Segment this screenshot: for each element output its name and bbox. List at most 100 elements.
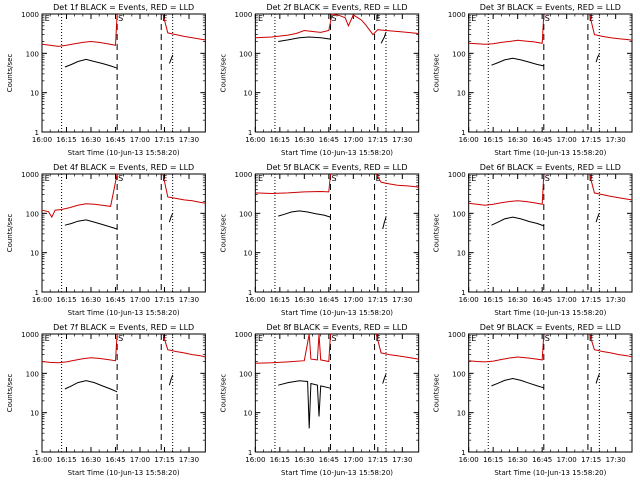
y-axis-label: Counts/sec (433, 214, 441, 253)
y-tick-label: 10 (457, 250, 466, 258)
x-tick-label: 16:00 (32, 136, 52, 144)
x-tick-label: 17:15 (581, 296, 601, 304)
x-tick-label: 17:00 (130, 136, 150, 144)
x-tick-label: 16:00 (32, 456, 52, 464)
y-axis-label: Counts/sec (6, 54, 14, 93)
x-tick-label: 16:45 (532, 456, 552, 464)
y-axis-label: Counts/sec (433, 374, 441, 413)
x-axis-label: Start Time (10-Jun-13 15:58:20) (281, 309, 393, 317)
x-axis-label: Start Time (10-Jun-13 15:58:20) (68, 149, 180, 157)
lld-series-line (41, 13, 118, 47)
marker-annotation: E (162, 14, 167, 23)
y-tick-label: 100 (239, 210, 252, 218)
y-tick-label: 10 (457, 90, 466, 98)
marker-annotation: S (545, 334, 550, 343)
y-tick-label: 1000 (21, 171, 39, 179)
x-tick-label: 17:00 (343, 296, 363, 304)
x-tick-label: 16:30 (294, 296, 314, 304)
plot-title: Det 3f BLACK = Events, RED = LLD (480, 3, 621, 12)
marker-annotation: E (376, 334, 381, 343)
events-series-line (491, 377, 544, 389)
x-tick-label: 16:15 (56, 296, 76, 304)
lld-series-line (162, 13, 206, 41)
plot-panel-4: Det 4f BLACK = Events, RED = LLD Counts/s… (6, 163, 206, 317)
lld-series-line (589, 173, 633, 201)
lld-series-line (162, 173, 206, 204)
events-series-line (64, 58, 118, 69)
y-tick-label: 1000 (235, 171, 253, 179)
x-tick-label: 16:15 (483, 296, 503, 304)
x-tick-label: 16:45 (319, 296, 339, 304)
x-tick-label: 16:15 (270, 136, 290, 144)
marker-annotation: E (589, 334, 594, 343)
plot-panel-2: Det 2f BLACK = Events, RED = LLD Counts/s… (219, 3, 420, 157)
x-tick-label: 17:15 (368, 296, 388, 304)
y-tick-label: 100 (26, 50, 39, 58)
x-axis-label: Start Time (10-Jun-13 15:58:20) (494, 469, 606, 477)
marker-annotation: E (589, 174, 594, 183)
plot-frame (254, 173, 420, 293)
events-series-line (168, 213, 174, 223)
y-axis-label: Counts/sec (6, 374, 14, 413)
x-tick-label: 17:30 (606, 456, 626, 464)
plot-panel-1: Det 1f BLACK = Events, RED = LLD Counts/s… (6, 3, 206, 157)
plot-title: Det 7f BLACK = Events, RED = LLD (53, 323, 194, 332)
x-tick-label: 17:30 (179, 136, 199, 144)
plot-title: Det 4f BLACK = Events, RED = LLD (53, 163, 194, 172)
x-tick-label: 16:15 (270, 296, 290, 304)
y-tick-label: 1 (248, 449, 252, 457)
marker-annotation: S (118, 334, 123, 343)
x-tick-label: 16:45 (105, 456, 125, 464)
x-tick-label: 16:00 (245, 296, 265, 304)
x-axis-label: Start Time (10-Jun-13 15:58:20) (68, 469, 180, 477)
x-tick-label: 16:45 (532, 296, 552, 304)
y-axis-label: Counts/sec (219, 374, 227, 413)
marker-annotation: E (45, 14, 50, 23)
x-tick-label: 17:00 (557, 136, 577, 144)
x-tick-label: 17:30 (392, 456, 412, 464)
x-tick-label: 16:30 (294, 456, 314, 464)
marker-annotation: E (376, 174, 381, 183)
lld-series-line (589, 13, 633, 41)
events-series-line (64, 380, 118, 393)
y-tick-label: 100 (452, 210, 465, 218)
events-series-line (595, 374, 600, 384)
events-series-line (382, 374, 387, 384)
lld-series-line (162, 333, 206, 358)
events-series-line (491, 216, 544, 227)
x-tick-label: 16:45 (105, 296, 125, 304)
marker-annotation: E (471, 334, 476, 343)
x-axis-label: Start Time (10-Jun-13 15:58:20) (68, 309, 180, 317)
x-tick-label: 17:00 (557, 456, 577, 464)
plot-frame (41, 13, 206, 133)
marker-annotation: S (545, 174, 550, 183)
x-tick-label: 16:15 (56, 456, 76, 464)
plot-frame (41, 333, 206, 453)
plot-panel-5: Det 5f BLACK = Events, RED = LLD Counts/s… (219, 163, 420, 317)
x-tick-label: 17:00 (130, 456, 150, 464)
lld-series-line (468, 333, 545, 363)
marker-annotation: S (118, 14, 123, 23)
y-tick-label: 1 (248, 129, 252, 137)
y-tick-label: 10 (30, 250, 39, 258)
x-tick-label: 17:15 (154, 136, 174, 144)
y-tick-label: 1000 (235, 11, 253, 19)
plot-panel-9: Det 9f BLACK = Events, RED = LLD Counts/s… (433, 323, 633, 477)
events-series-line (491, 57, 544, 67)
marker-annotation: E (258, 14, 263, 23)
x-tick-label: 16:15 (270, 456, 290, 464)
marker-annotation: S (331, 14, 336, 23)
x-tick-label: 16:30 (81, 456, 101, 464)
y-tick-label: 10 (457, 410, 466, 418)
x-tick-label: 16:00 (459, 296, 479, 304)
y-tick-label: 1 (461, 129, 465, 137)
x-tick-label: 16:45 (532, 136, 552, 144)
marker-annotation: S (331, 174, 336, 183)
y-tick-label: 1 (35, 129, 39, 137)
x-tick-label: 16:45 (319, 136, 339, 144)
marker-annotation: E (471, 174, 476, 183)
y-tick-label: 1 (461, 289, 465, 297)
x-tick-label: 16:30 (508, 136, 528, 144)
lld-series-line (255, 333, 331, 364)
